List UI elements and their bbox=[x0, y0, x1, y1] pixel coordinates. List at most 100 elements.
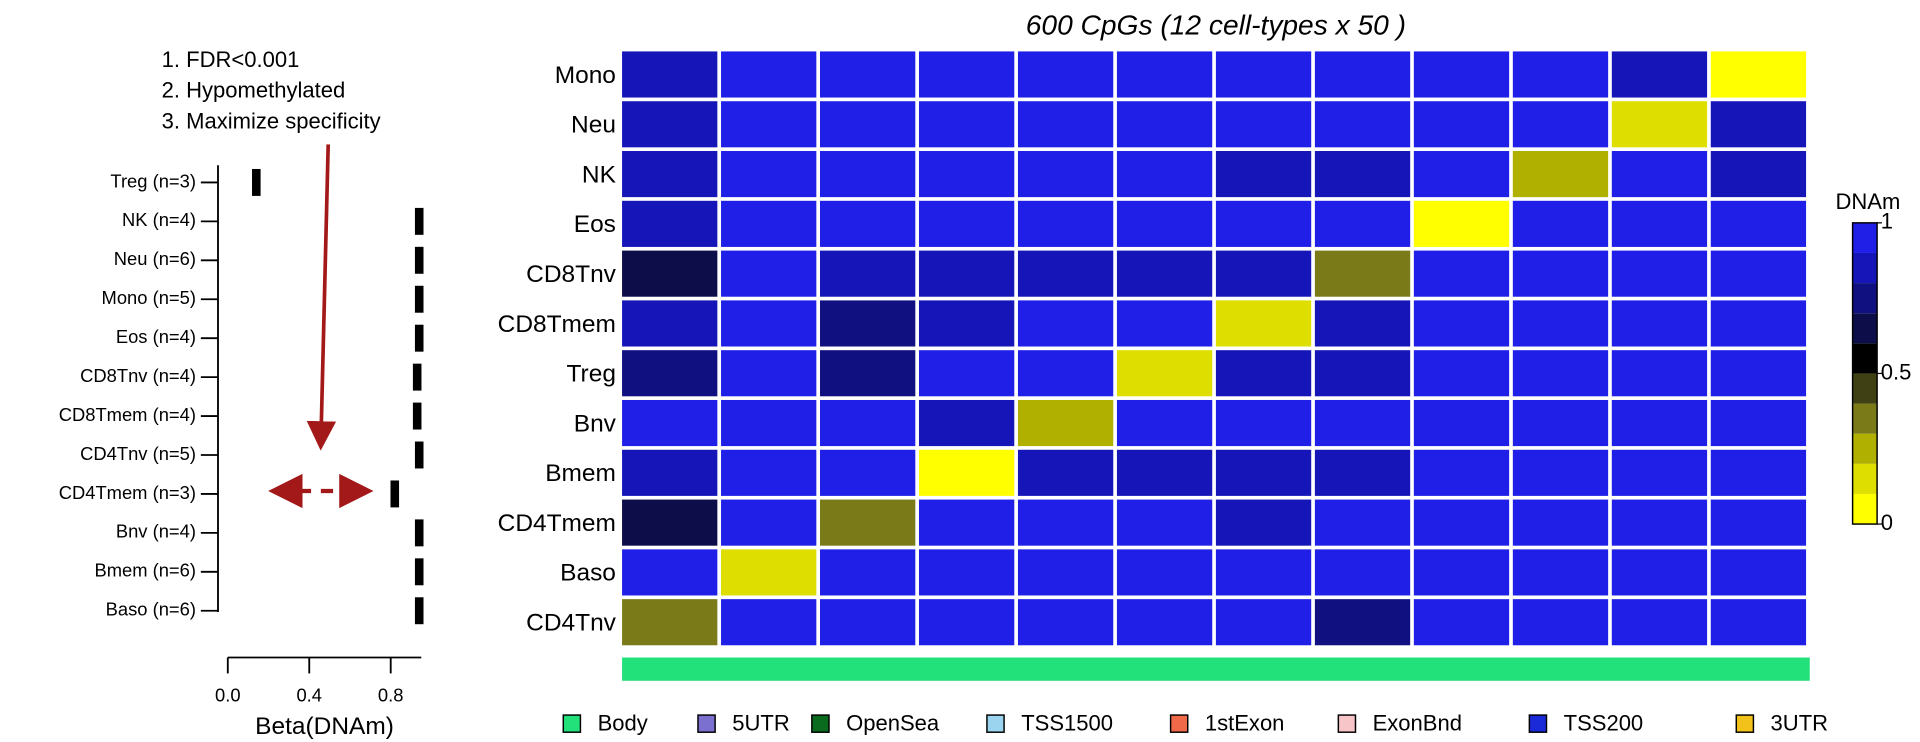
annotation: 3. Maximize specificity bbox=[162, 108, 381, 133]
heatmap-cell bbox=[1116, 300, 1213, 347]
heatmap-cell bbox=[1116, 449, 1213, 496]
heatmap-cell bbox=[1512, 250, 1609, 297]
colorbar-tick-label: 0.5 bbox=[1881, 359, 1912, 384]
heatmap-cell bbox=[1512, 300, 1609, 347]
heatmap-cell bbox=[1710, 101, 1807, 148]
y-tick-label: CD8Tnv (n=4) bbox=[80, 365, 196, 386]
heatmap-cell bbox=[1710, 599, 1807, 646]
legend-label: Body bbox=[598, 711, 648, 736]
heatmap-cell bbox=[1215, 499, 1312, 546]
heatmap-cell bbox=[820, 200, 916, 247]
arrow bbox=[306, 144, 337, 451]
heatmap-cell bbox=[721, 499, 817, 546]
legend-label: 1stExon bbox=[1205, 711, 1285, 736]
heatmap-cell bbox=[1512, 151, 1609, 198]
heatmap-cell bbox=[1611, 499, 1708, 546]
colorbar-tick-label: 0 bbox=[1881, 510, 1893, 535]
y-tick-label: Mono (n=5) bbox=[102, 287, 196, 308]
heatmap-cell bbox=[1314, 300, 1411, 347]
heatmap-cell bbox=[1116, 350, 1213, 397]
x-axis-label: Beta(DNAm) bbox=[255, 713, 394, 740]
heatmap-cell bbox=[1611, 300, 1708, 347]
row-label: Neu bbox=[571, 112, 616, 139]
point-strip bbox=[390, 480, 400, 508]
heatmap-cell bbox=[1413, 250, 1510, 297]
heatmap-cell bbox=[1611, 549, 1708, 596]
annotation: 1. FDR<0.001 bbox=[162, 47, 300, 72]
heatmap-cell bbox=[820, 499, 916, 546]
heatmap-cell bbox=[1116, 51, 1213, 98]
heatmap-cell bbox=[1710, 300, 1807, 347]
heatmap-cell bbox=[1215, 599, 1312, 646]
heatmap-cell bbox=[1314, 599, 1411, 646]
row-label: Mono bbox=[555, 62, 616, 89]
heatmap-cell bbox=[1314, 151, 1411, 198]
colorbar-label: DNAm bbox=[1835, 189, 1900, 214]
heatmap-cell bbox=[1413, 449, 1510, 496]
heatmap-cell bbox=[1215, 300, 1312, 347]
heatmap-cell bbox=[918, 200, 1015, 247]
point-strip bbox=[414, 441, 424, 469]
row-label: CD8Tmem bbox=[498, 311, 616, 338]
heatmap-cell bbox=[918, 151, 1015, 198]
heatmap-cell bbox=[1017, 549, 1114, 596]
heatmap-cell bbox=[918, 250, 1015, 297]
heatmap-cell bbox=[622, 101, 718, 148]
heatmap-cell bbox=[918, 549, 1015, 596]
heatmap-cell bbox=[1512, 200, 1609, 247]
heatmap-cell bbox=[1116, 599, 1213, 646]
heatmap-cell bbox=[1413, 350, 1510, 397]
colorbar-segment bbox=[1852, 373, 1878, 404]
heatmap-cell bbox=[820, 101, 916, 148]
heatmap-cell bbox=[1215, 250, 1312, 297]
heatmap-cell bbox=[721, 200, 817, 247]
heatmap-cell bbox=[918, 300, 1015, 347]
heatmap-cell bbox=[1017, 449, 1114, 496]
heatmap-cell bbox=[1215, 549, 1312, 596]
legend-swatch bbox=[986, 714, 1005, 733]
heatmap-cell bbox=[721, 350, 817, 397]
heatmap-cell bbox=[1611, 51, 1708, 98]
heatmap-cell bbox=[721, 151, 817, 198]
heatmap-cell bbox=[622, 200, 718, 247]
point-strip bbox=[414, 597, 424, 625]
heatmap-cell bbox=[1611, 101, 1708, 148]
legend-label: OpenSea bbox=[846, 711, 940, 736]
chart-title: 600 CpGs (12 cell-types x 50 ) bbox=[1026, 9, 1406, 40]
colorbar-segment bbox=[1852, 463, 1878, 494]
heatmap-cell bbox=[1017, 599, 1114, 646]
row-label: Treg bbox=[567, 361, 616, 388]
heatmap-cell bbox=[622, 449, 718, 496]
heatmap-cell bbox=[1710, 399, 1807, 447]
heatmap-cell bbox=[1710, 350, 1807, 397]
heatmap-cell bbox=[820, 399, 916, 447]
row-label: NK bbox=[582, 161, 617, 188]
heatmap-cell bbox=[1215, 101, 1312, 148]
y-tick-label: Baso (n=6) bbox=[106, 599, 196, 620]
heatmap-cell bbox=[1512, 449, 1609, 496]
x-tick-label: 0.4 bbox=[296, 685, 322, 706]
point-strip bbox=[252, 168, 261, 196]
heatmap-cell bbox=[1017, 399, 1114, 447]
heatmap-cell bbox=[918, 101, 1015, 148]
heatmap-cell bbox=[1413, 599, 1510, 646]
colorbar-segment bbox=[1852, 433, 1878, 464]
heatmap-cell bbox=[820, 549, 916, 596]
point-strip bbox=[412, 402, 422, 430]
y-tick-label: CD8Tmem (n=4) bbox=[59, 404, 196, 425]
row-label: CD4Tmem bbox=[498, 510, 616, 537]
heatmap-cell bbox=[1413, 549, 1510, 596]
x-tick-label: 0.0 bbox=[215, 685, 241, 706]
heatmap-cell bbox=[1215, 449, 1312, 496]
heatmap-cell bbox=[1314, 250, 1411, 297]
heatmap-cell bbox=[820, 449, 916, 496]
heatmap-cell bbox=[1413, 399, 1510, 447]
y-tick-label: Eos (n=4) bbox=[116, 326, 196, 347]
colorbar-segment bbox=[1852, 252, 1878, 284]
heatmap-cell bbox=[1413, 200, 1510, 247]
legend-swatch bbox=[697, 714, 716, 733]
colorbar-segment bbox=[1852, 343, 1878, 374]
heatmap-cell bbox=[1710, 250, 1807, 297]
legend-label: TSS200 bbox=[1564, 711, 1644, 736]
